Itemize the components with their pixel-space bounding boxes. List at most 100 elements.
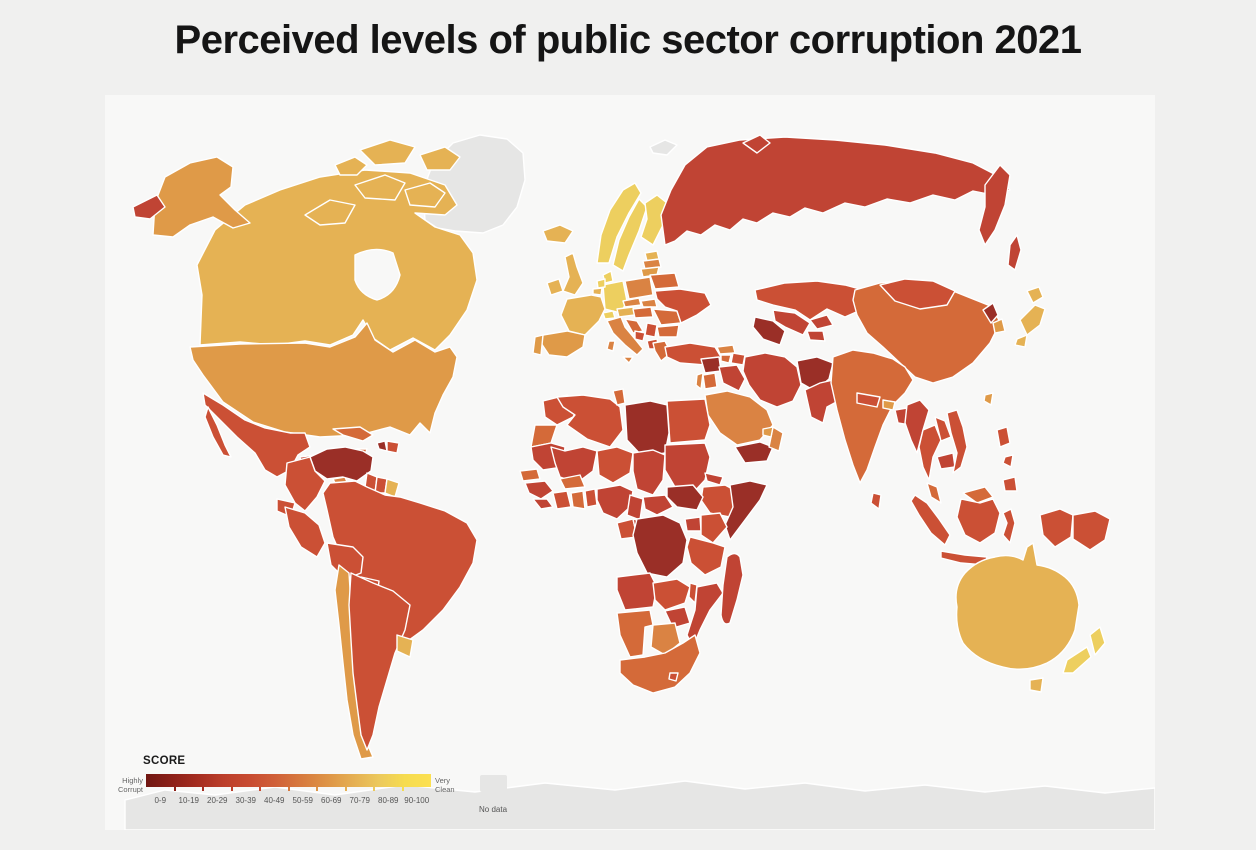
country-slovakia[interactable] [640,298,658,308]
country-namibia[interactable] [616,609,654,658]
country-svalbard[interactable] [649,139,678,156]
country-russia-novaya-zemlya[interactable] [742,134,771,154]
country-ghana[interactable] [570,490,586,510]
country-indonesia-borneo[interactable] [956,498,1001,544]
country-thailand[interactable] [918,424,942,481]
country-finland[interactable] [640,194,668,246]
country-senegal[interactable] [519,468,541,482]
country-french-guiana[interactable] [384,478,400,498]
country-spain[interactable] [540,330,586,358]
country-niger[interactable] [596,446,634,484]
country-drc[interactable] [632,514,688,578]
country-canada-island-1[interactable] [304,199,356,226]
country-south-africa[interactable] [619,634,701,694]
country-tunisia[interactable] [612,388,626,406]
country-peru[interactable] [284,506,326,558]
country-belgium[interactable] [592,287,603,296]
country-new-zealand-north[interactable] [1089,626,1106,656]
country-uruguay[interactable] [396,634,414,658]
country-japan-honshu[interactable] [1019,304,1046,336]
country-chad[interactable] [632,449,666,496]
country-new-zealand-south[interactable] [1062,646,1092,674]
country-nigeria[interactable] [596,484,634,520]
country-south-korea[interactable] [992,318,1006,334]
country-germany[interactable] [602,280,628,314]
country-tanzania[interactable] [686,536,726,576]
country-malaysia-borneo[interactable] [962,486,994,504]
country-india[interactable] [830,349,914,484]
country-philippines-visayas[interactable] [1002,454,1014,468]
country-bosnia[interactable] [634,330,646,342]
country-canada-island-6[interactable] [334,156,368,176]
country-nepal[interactable] [856,392,881,408]
country-jordan[interactable] [702,372,718,390]
country-usa-alaska[interactable] [152,156,251,238]
country-papua-new-guinea[interactable] [1072,510,1111,551]
country-turkmenistan[interactable] [752,316,786,346]
country-russia[interactable] [660,136,1011,246]
country-venezuela[interactable] [309,446,374,482]
country-austria[interactable] [616,306,636,318]
country-cambodia[interactable] [936,452,956,470]
country-netherlands[interactable] [596,278,606,289]
country-indonesia-sulawesi[interactable] [1002,508,1016,544]
country-vietnam[interactable] [946,409,968,474]
country-syria[interactable] [700,356,722,374]
country-mozambique[interactable] [686,582,724,648]
country-haiti[interactable] [376,440,388,452]
country-colombia[interactable] [284,456,326,512]
country-central-african-republic[interactable] [642,494,674,516]
country-canada-island-3[interactable] [404,182,446,208]
country-belarus[interactable] [649,272,680,290]
country-russia-sakhalin[interactable] [1007,234,1022,271]
country-philippines-mindanao[interactable] [1002,476,1018,492]
country-eritrea[interactable] [704,472,724,486]
country-philippines-luzon[interactable] [996,426,1011,448]
country-hungary[interactable] [632,306,654,319]
country-kyrgyzstan[interactable] [809,314,834,330]
country-georgia[interactable] [716,344,736,355]
country-iceland[interactable] [542,224,574,244]
country-italy-sardinia[interactable] [606,340,616,352]
country-burkina-faso[interactable] [559,474,586,490]
country-czechia[interactable] [622,297,642,308]
country-mexico-baja[interactable] [204,406,232,458]
country-bolivia[interactable] [326,542,364,580]
country-tajikistan[interactable] [806,330,826,342]
country-zambia[interactable] [652,578,691,611]
country-japan-hokkaido[interactable] [1026,286,1044,304]
country-azerbaijan[interactable] [730,352,746,366]
country-liberia[interactable] [532,498,554,510]
country-bhutan[interactable] [882,399,896,411]
country-indonesia-papua[interactable] [1039,508,1074,548]
country-yemen[interactable] [734,441,774,464]
country-switzerland[interactable] [602,310,616,320]
country-japan-kyushu[interactable] [1014,334,1028,348]
country-antarctica[interactable] [124,780,1155,830]
country-israel[interactable] [695,372,704,390]
country-ivory-coast[interactable] [552,490,572,510]
country-egypt[interactable] [666,398,711,444]
country-taiwan[interactable] [983,392,994,406]
country-somalia[interactable] [724,480,768,541]
country-cuba[interactable] [332,426,374,442]
country-kazakhstan[interactable] [754,280,868,321]
country-iran[interactable] [742,352,802,408]
country-mali[interactable] [550,446,598,484]
country-canada-island-5[interactable] [419,146,461,171]
country-croatia[interactable] [624,318,644,334]
country-uae[interactable] [762,426,774,438]
country-canada-island-4[interactable] [359,139,416,166]
country-algeria[interactable] [556,394,624,448]
country-lesotho[interactable] [668,672,679,682]
country-north-korea[interactable] [982,302,999,324]
country-guinea[interactable] [524,480,554,500]
country-armenia[interactable] [720,354,732,364]
country-angola[interactable] [616,572,658,611]
country-norway[interactable] [596,182,642,264]
country-mongolia[interactable] [879,278,956,310]
country-libya[interactable] [624,400,670,458]
country-cameroon[interactable] [626,494,644,521]
country-italy-sicily[interactable] [622,356,634,364]
country-argentina[interactable] [348,572,411,751]
